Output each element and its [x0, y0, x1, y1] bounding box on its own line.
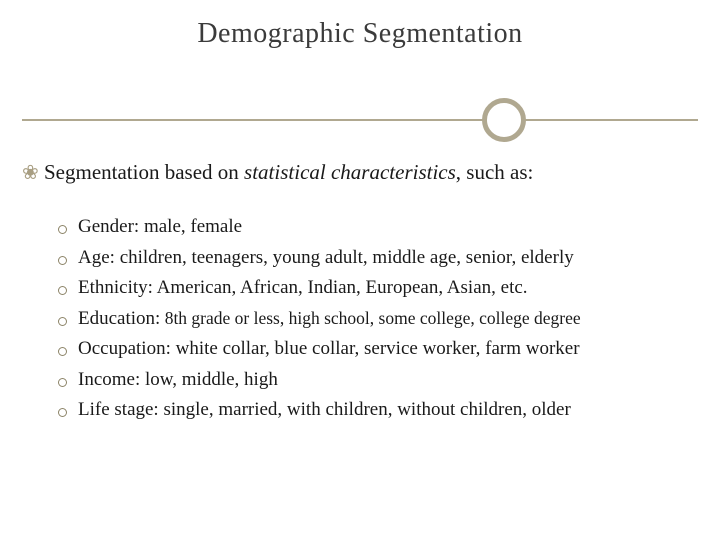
- circle-bullet-icon: [58, 347, 67, 356]
- list-item: Occupation: white collar, blue collar, s…: [58, 335, 698, 364]
- slide-title: Demographic Segmentation: [0, 0, 720, 50]
- list-item: Ethnicity: American, African, Indian, Eu…: [58, 274, 698, 303]
- divider-circle-icon: [482, 98, 526, 142]
- circle-bullet-icon: [58, 256, 67, 265]
- item-values: white collar, blue collar, service worke…: [171, 338, 580, 359]
- item-label: Education:: [78, 308, 160, 329]
- item-values: male, female: [139, 216, 242, 237]
- item-text: Life stage: single, married, with childr…: [78, 396, 698, 425]
- item-label: Occupation:: [78, 338, 171, 359]
- list-item: Education: 8th grade or less, high schoo…: [58, 305, 698, 334]
- divider-line: [22, 119, 698, 121]
- item-text: Occupation: white collar, blue collar, s…: [78, 335, 698, 364]
- swirl-bullet-icon: ❀: [22, 163, 44, 183]
- list-item: Life stage: single, married, with childr…: [58, 396, 698, 425]
- item-text: Gender: male, female: [78, 213, 698, 242]
- list-item: Income: low, middle, high: [58, 366, 698, 395]
- circle-bullet-icon: [58, 378, 67, 387]
- circle-bullet-icon: [58, 225, 67, 234]
- circle-bullet-icon: [58, 286, 67, 295]
- item-values: low, middle, high: [140, 369, 278, 390]
- item-text: Income: low, middle, high: [78, 366, 698, 395]
- item-label: Age:: [78, 247, 115, 268]
- list-item: Gender: male, female: [58, 213, 698, 242]
- intro-text: Segmentation based on statistical charac…: [44, 160, 698, 185]
- intro-line: ❀ Segmentation based on statistical char…: [22, 160, 698, 185]
- item-text: Ethnicity: American, African, Indian, Eu…: [78, 274, 698, 303]
- item-label: Ethnicity:: [78, 277, 153, 298]
- item-label: Gender:: [78, 216, 139, 237]
- content-area: ❀ Segmentation based on statistical char…: [22, 160, 698, 427]
- title-divider: [0, 98, 720, 142]
- item-text: Education: 8th grade or less, high schoo…: [78, 305, 698, 334]
- bullet-list: Gender: male, female Age: children, teen…: [22, 213, 698, 425]
- item-values: 8th grade or less, high school, some col…: [160, 308, 580, 328]
- item-values: children, teenagers, young adult, middle…: [115, 247, 574, 268]
- item-text: Age: children, teenagers, young adult, m…: [78, 244, 698, 273]
- intro-suffix: , such as:: [456, 160, 534, 184]
- item-values: American, African, Indian, European, Asi…: [153, 277, 528, 298]
- item-label: Income:: [78, 369, 140, 390]
- list-item: Age: children, teenagers, young adult, m…: [58, 244, 698, 273]
- circle-bullet-icon: [58, 408, 67, 417]
- intro-prefix: Segmentation based on: [44, 160, 244, 184]
- intro-italic: statistical characteristics: [244, 160, 456, 184]
- item-label: Life stage:: [78, 399, 159, 420]
- circle-bullet-icon: [58, 317, 67, 326]
- slide: Demographic Segmentation ❀ Segmentation …: [0, 0, 720, 540]
- item-values: single, married, with children, without …: [159, 399, 571, 420]
